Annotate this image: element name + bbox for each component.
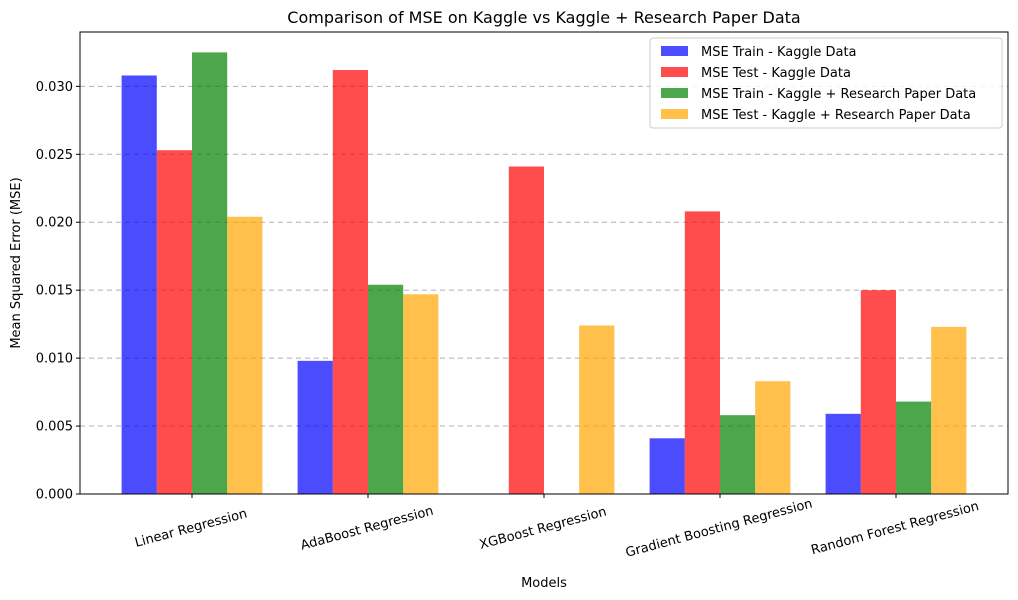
y-axis-ticks: 0.000 0.005 0.010 0.015 0.020 0.025 0.030 [36, 80, 80, 503]
x-tick-label: AdaBoost Regression [299, 504, 435, 554]
x-tick-label: Linear Regression [133, 506, 249, 550]
bar [579, 325, 615, 494]
legend-box [649, 37, 1003, 129]
bar [227, 216, 263, 495]
bar [508, 166, 544, 494]
legend-swatch [661, 109, 688, 119]
x-axis-label: Models [521, 576, 567, 591]
bar [297, 360, 333, 494]
y-tick-label: 0.000 [36, 488, 73, 503]
bar [332, 70, 368, 494]
legend-swatch [661, 67, 688, 77]
y-axis-label: Mean Squared Error (MSE) [9, 177, 24, 348]
x-axis-ticks: Linear Regression AdaBoost Regression XGBo… [133, 494, 981, 561]
legend-swatch [661, 88, 688, 98]
y-tick-label: 0.025 [36, 148, 73, 163]
y-tick-label: 0.020 [36, 216, 73, 231]
x-tick-label: Gradient Boosting Regression [624, 496, 814, 560]
bar [825, 413, 861, 494]
y-tick-label: 0.005 [36, 420, 73, 435]
legend-swatch [661, 46, 688, 56]
chart-title: Comparison of MSE on Kaggle vs Kaggle + … [287, 8, 800, 27]
bar [368, 284, 404, 494]
bar [192, 52, 228, 494]
bar [403, 294, 439, 494]
y-tick-label: 0.030 [36, 80, 73, 95]
bar [121, 75, 157, 494]
legend: MSE Train - Kaggle Data MSE Test - Kaggle… [649, 37, 1003, 129]
bar [755, 381, 791, 494]
y-tick-label: 0.010 [36, 352, 73, 367]
y-tick-label: 0.015 [36, 284, 73, 299]
bar [860, 290, 896, 494]
x-tick-label: Random Forest Regression [810, 499, 981, 558]
legend-label: MSE Train - Kaggle + Research Paper Data [701, 87, 976, 102]
x-tick-label: XGBoost Regression [478, 504, 608, 552]
bar [156, 150, 192, 494]
bar [931, 326, 967, 494]
legend-label: MSE Test - Kaggle + Research Paper Data [701, 108, 971, 123]
bar [684, 211, 720, 495]
legend-label: MSE Test - Kaggle Data [701, 66, 851, 81]
bar [720, 415, 756, 494]
bar [649, 438, 685, 494]
legend-label: MSE Train - Kaggle Data [701, 45, 857, 60]
bars [121, 52, 967, 495]
bar [896, 401, 932, 494]
